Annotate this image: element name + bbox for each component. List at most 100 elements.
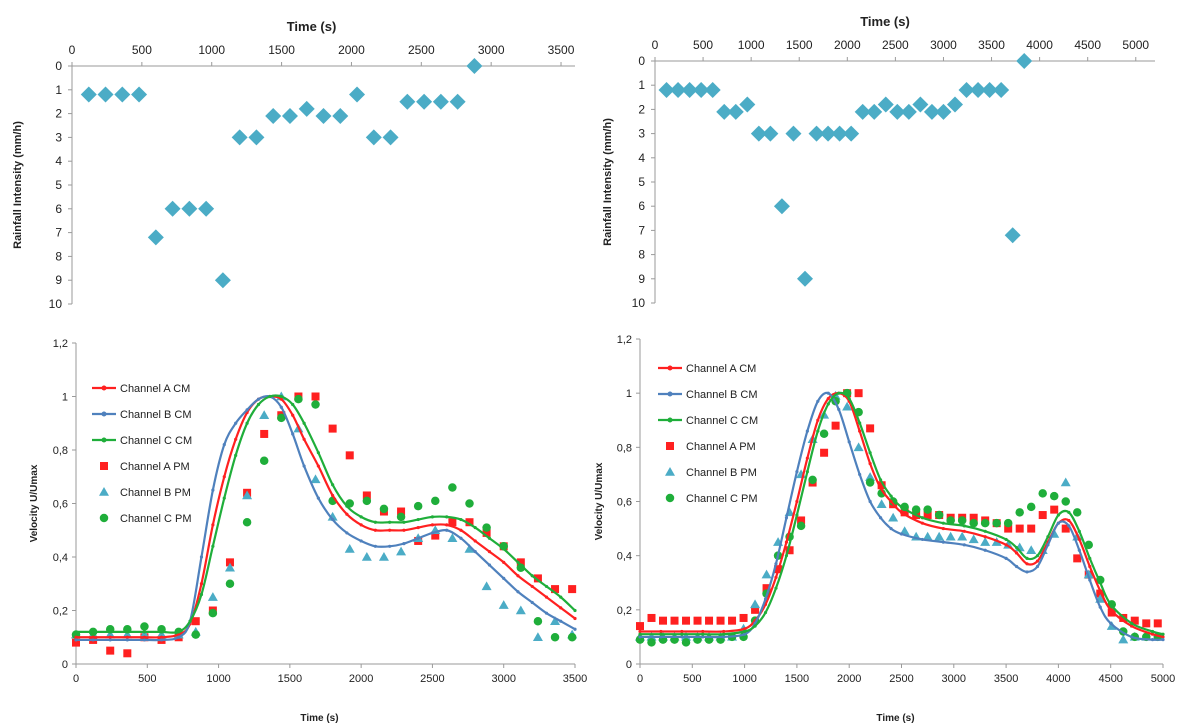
x-tick-label: 500 [138,673,156,685]
data-point [808,125,825,142]
legend-swatch-dot [667,365,673,371]
line-vertex [388,520,392,524]
x-tick-label: 1000 [738,38,765,52]
line-vertex [234,453,238,457]
x-tick-label: 3500 [548,43,575,57]
data-point [447,533,458,543]
data-point [923,505,932,514]
line-vertex [234,437,238,441]
data-point [946,516,955,525]
data-point [413,501,423,511]
data-point [912,96,929,113]
x-tick-label: 0 [652,38,659,52]
line-vertex [530,574,534,578]
line-vertex [502,547,506,551]
data-point [866,103,883,120]
line-vertex [878,516,883,520]
line-vertex [1004,537,1008,542]
data-point [670,82,687,99]
line-vertex [878,486,883,490]
x-tick-label: 2000 [338,43,365,57]
line-vertex [1150,632,1155,636]
line-vertex [1077,548,1081,552]
line-vertex [722,632,726,636]
line-vertex [983,548,987,552]
data-point [658,82,675,99]
line-vertex [125,638,129,642]
data-point [820,125,837,142]
line-vertex [402,542,406,546]
data-point [1038,511,1047,520]
data-point [259,410,270,419]
x-axis-title: Time (s) [876,713,914,724]
line-vertex [502,576,506,581]
y-tick-label: 0,2 [617,605,632,617]
y-tick-label: 4 [638,151,645,165]
line-vertex [1014,551,1019,555]
data-point [260,429,269,438]
data-point [773,198,790,215]
line-vertex [889,499,893,504]
line-vertex [359,539,363,543]
line-vertex [962,543,966,547]
line-vertex [1046,535,1050,539]
line-vertex [268,394,272,399]
data-point [1016,53,1033,69]
line-vertex [108,638,112,642]
data-point [866,424,875,433]
data-point [164,200,181,217]
data-point [739,613,748,622]
data-point [1096,589,1105,598]
data-point [465,499,474,508]
line-vertex [701,629,705,634]
data-point [516,563,526,572]
data-point [123,649,132,658]
x-tick-label: 1000 [206,673,230,685]
data-point [636,622,644,631]
data-point [739,96,756,113]
data-point [214,272,231,289]
data-point [396,512,406,522]
legend-entry: Channel A CM [120,383,190,395]
data-point [516,558,525,567]
data-point [704,82,721,99]
line-vertex [899,510,904,514]
line-vertex [316,451,320,455]
line-vertex [983,529,987,533]
line-vertex [373,544,377,548]
data-point [431,496,440,506]
line-vertex [763,597,768,601]
data-point [481,581,492,591]
y-tick-label: 1 [55,83,62,97]
line-vertex [559,595,563,599]
legend-swatch [100,462,108,470]
line-vertex [795,513,799,517]
x-tick-label: 0 [73,673,79,685]
data-point [448,483,457,492]
line-vertex [1098,589,1102,593]
data-point [131,86,148,103]
line-vertex [743,632,747,636]
data-point [378,552,389,561]
line-vertex [1130,635,1134,639]
data-point [1003,518,1013,528]
data-point [762,125,779,142]
legend-entry: Channel B PM [686,467,757,479]
data-point [362,496,372,506]
x-tick-label: 4000 [1026,38,1053,52]
line-vertex [256,402,261,407]
data-point [888,497,898,506]
data-point [191,630,201,639]
data-point [311,392,320,401]
data-point [705,616,714,625]
data-point [207,592,218,601]
x-tick-label: 0 [69,43,76,57]
line-vertex [701,632,705,636]
line-vertex [941,540,945,544]
line-vertex [544,611,549,615]
line-vertex [1077,537,1081,542]
line-vertex [459,528,463,532]
line-vertex [416,517,420,522]
line-vertex [331,483,335,487]
data-point [140,622,149,631]
